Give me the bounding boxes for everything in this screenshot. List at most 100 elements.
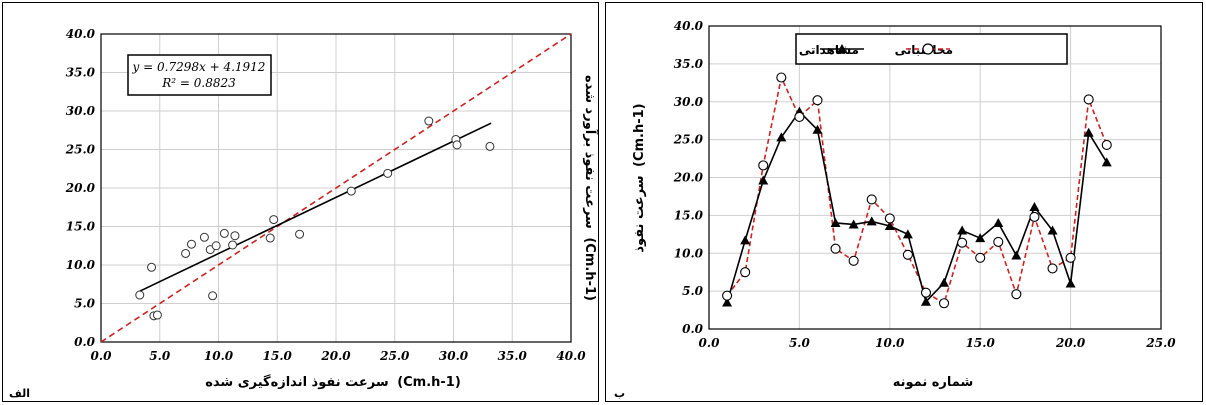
observed-point bbox=[848, 219, 859, 229]
a-x-tick-label: 20.0 bbox=[320, 349, 351, 363]
scatter-point bbox=[485, 141, 495, 151]
observed-point bbox=[884, 220, 895, 230]
x-axis-label-a-unit: (Cm.h-1) bbox=[397, 375, 461, 390]
observed-point bbox=[975, 233, 986, 243]
b-y-tick-label: 40.0 bbox=[674, 19, 704, 33]
scatter-point bbox=[147, 262, 157, 272]
calculated-point bbox=[758, 160, 769, 171]
x-axis-label-b: شماره نمونه bbox=[893, 375, 974, 390]
calculated-point bbox=[776, 72, 787, 83]
calculated-point bbox=[938, 298, 950, 309]
a-y-tick-label: 0.0 bbox=[74, 335, 96, 349]
r-squared-label: R² = 0.8823 bbox=[161, 76, 236, 90]
regression-equation: y = 0.7298x + 4.1912 bbox=[132, 60, 266, 74]
calculated-point bbox=[830, 243, 841, 254]
b-x-tick-label: 15.0 bbox=[966, 336, 996, 350]
y-axis-label-b-unit: (Cm.h-1) bbox=[632, 103, 647, 167]
a-x-tick-label: 40.0 bbox=[556, 349, 586, 363]
b-x-tick-label: 10.0 bbox=[875, 336, 905, 350]
observed-point bbox=[1065, 278, 1076, 288]
calculated-point bbox=[866, 194, 877, 205]
plot-area-b bbox=[708, 25, 1162, 330]
panel-label-b: ب bbox=[614, 387, 625, 400]
b-y-tick-label: 0.0 bbox=[682, 322, 704, 336]
calculated-point bbox=[884, 213, 895, 224]
calculated-point bbox=[993, 236, 1004, 247]
legend: محاسباتی مشاهداتی bbox=[795, 33, 1068, 65]
legend-marker-calculated bbox=[922, 43, 934, 55]
scatter-point bbox=[219, 228, 229, 238]
observed-point bbox=[758, 175, 769, 185]
scatter-point bbox=[452, 140, 462, 150]
scatter-point bbox=[295, 229, 305, 239]
a-y-tick-label: 40.0 bbox=[66, 27, 96, 41]
y-axis-label-a-unit: (Cm.h-1) bbox=[582, 237, 597, 301]
b-y-tick-label: 10.0 bbox=[674, 246, 704, 260]
observed-point bbox=[1101, 157, 1112, 167]
equation-box: y = 0.7298x + 4.1912 R² = 0.8823 bbox=[127, 54, 272, 96]
scatter-point bbox=[265, 233, 275, 243]
a-y-tick-label: 30.0 bbox=[66, 104, 96, 118]
calculated-point bbox=[812, 95, 823, 106]
a-x-tick-label: 0.0 bbox=[91, 349, 113, 363]
calculated-point bbox=[957, 237, 968, 248]
calculated-point bbox=[740, 267, 751, 278]
b-y-tick-label: 15.0 bbox=[674, 208, 704, 222]
scatter-point bbox=[211, 241, 221, 251]
scatter-point bbox=[383, 168, 393, 178]
a-y-tick-label: 20.0 bbox=[65, 181, 96, 195]
scatter-point bbox=[230, 231, 240, 241]
a-y-tick-label: 5.0 bbox=[74, 297, 96, 311]
calculated-point bbox=[975, 252, 986, 263]
a-y-tick-label: 15.0 bbox=[66, 220, 96, 234]
a-y-tick-label: 35.0 bbox=[66, 66, 96, 80]
observed-point bbox=[1047, 225, 1058, 235]
observed-point bbox=[957, 225, 968, 235]
calculated-point bbox=[848, 255, 859, 266]
calculated-point bbox=[1065, 252, 1076, 263]
a-x-tick-label: 10.0 bbox=[204, 349, 234, 363]
b-y-tick-label: 30.0 bbox=[674, 95, 704, 109]
series-line-calculated bbox=[726, 74, 1108, 305]
scatter-chart: 0.0 5.0 10.0 15.0 20.0 25.0 30.0 35.0 40.0 0.0 5.0… bbox=[9, 27, 599, 400]
identity-line bbox=[100, 33, 572, 343]
a-x-tick-label: 35.0 bbox=[498, 349, 528, 363]
b-y-tick-label: 20.0 bbox=[673, 171, 704, 185]
observed-point bbox=[812, 124, 823, 134]
observed-point bbox=[1011, 250, 1022, 260]
observed-point bbox=[993, 217, 1004, 227]
x-axis-label-a: سرعت نفوذ اندازه‌گیری شده (Cm.h-1) bbox=[205, 374, 461, 390]
y-axis-label-b-text: سرعت نفوذ bbox=[632, 176, 647, 253]
line-chart: 0.0 5.0 10.0 15.0 20.0 25.0 30.0 35.0 40.0 0.0 5.0… bbox=[614, 19, 1176, 400]
calculated-point bbox=[794, 111, 805, 122]
calculated-point bbox=[1101, 139, 1112, 150]
observed-point bbox=[866, 216, 877, 226]
a-x-tick-label: 5.0 bbox=[149, 349, 171, 363]
chart-panel-b: 0.0 5.0 10.0 15.0 20.0 25.0 30.0 35.0 40.0 0.0 5.0… bbox=[605, 2, 1203, 402]
a-y-tick-label: 10.0 bbox=[66, 258, 96, 272]
calculated-point bbox=[1083, 94, 1094, 105]
calculated-point bbox=[1029, 211, 1040, 222]
scatter-point bbox=[199, 232, 209, 242]
b-x-tick-label: 0.0 bbox=[699, 336, 721, 350]
observed-point bbox=[776, 132, 787, 142]
b-x-tick-label: 25.0 bbox=[1145, 336, 1176, 350]
equation-frame bbox=[127, 54, 272, 96]
y-axis-label-b: سرعت نفوذ (Cm.h-1) bbox=[632, 103, 647, 252]
calculated-point bbox=[920, 287, 932, 298]
chart-panel-a: 0.0 5.0 10.0 15.0 20.0 25.0 30.0 35.0 40.0 0.0 5.0… bbox=[2, 2, 599, 402]
b-y-tick-label: 35.0 bbox=[674, 57, 704, 71]
panel-label-a: الف bbox=[9, 387, 30, 400]
calculated-point bbox=[1011, 289, 1022, 300]
scatter-point bbox=[135, 290, 145, 300]
scatter-point bbox=[208, 291, 218, 301]
b-x-tick-label: 5.0 bbox=[789, 336, 811, 350]
scatter-point bbox=[152, 310, 162, 320]
regression-line bbox=[139, 122, 492, 292]
scatter-point bbox=[186, 239, 196, 249]
a-x-tick-label: 15.0 bbox=[263, 349, 293, 363]
x-axis-label-a-text: سرعت نفوذ اندازه‌گیری شده bbox=[205, 374, 388, 390]
observed-point bbox=[1029, 202, 1040, 212]
y-axis-label-a: سرعت نفوذ برآورد شده (Cm.h-1) bbox=[582, 75, 599, 301]
a-x-tick-label: 25.0 bbox=[379, 349, 410, 363]
